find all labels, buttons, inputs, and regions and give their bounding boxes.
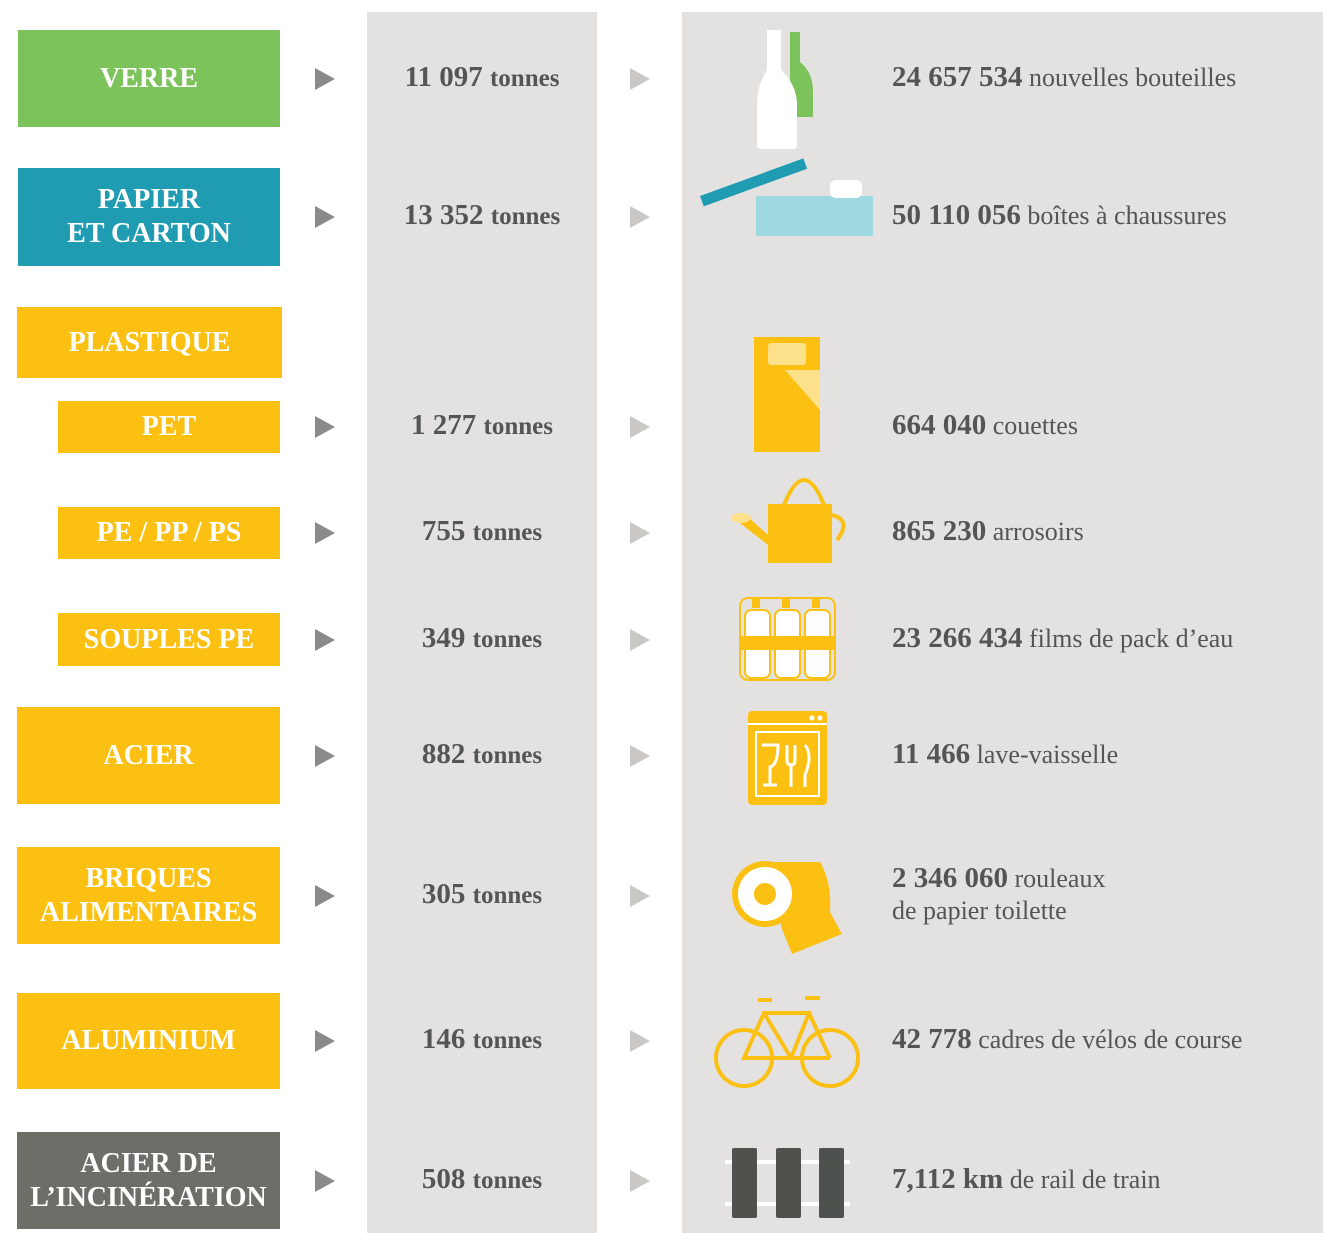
equivalent-label: de rail de train xyxy=(1009,1164,1161,1194)
category-box: SOUPLES PE xyxy=(58,613,280,666)
arrow xyxy=(315,884,335,907)
tonnage: 13 352 tonnes xyxy=(367,199,597,232)
toilet-roll-icon xyxy=(732,861,842,954)
equivalent: 2 346 060 rouleaux de papier toilette xyxy=(892,862,1105,927)
arrow xyxy=(315,1030,335,1052)
arrow xyxy=(315,744,335,767)
equivalent-value: 865 230 xyxy=(892,515,987,547)
tonnage-value: 305 xyxy=(421,877,466,910)
tonnage-unit: tonnes xyxy=(472,519,543,546)
tonnage: 146 tonnes xyxy=(367,1023,597,1056)
tonnage-unit: tonnes xyxy=(483,413,553,440)
tonnage-unit: tonnes xyxy=(472,1027,543,1054)
tonnage-value: 1 277 xyxy=(411,409,477,441)
tonnage-value: 508 xyxy=(421,1162,466,1195)
equivalent-label: films de pack d’eau xyxy=(1029,623,1234,653)
equivalent: 24 657 534 nouvelles bouteilles xyxy=(892,61,1236,94)
bike-icon xyxy=(714,996,860,1088)
category-box: ACIER DE L’INCINÉRATION xyxy=(17,1132,280,1229)
tonnage-unit: tonnes xyxy=(490,203,561,230)
tonnage-unit: tonnes xyxy=(472,1166,543,1194)
equivalent: 865 230 arrosoirs xyxy=(892,515,1084,548)
arrow xyxy=(630,1169,650,1192)
category-box: PE / PP / PS xyxy=(58,507,280,559)
equivalent: 11 466 lave-vaisselle xyxy=(892,738,1118,771)
equivalent: 7,112 km de rail de train xyxy=(892,1163,1161,1196)
equivalent-label: cadres de vélos de course xyxy=(978,1025,1243,1054)
equivalent: 50 110 056 boîtes à chaussures xyxy=(892,199,1227,232)
equivalent: 42 778 cadres de vélos de course xyxy=(892,1023,1242,1056)
tonnage: 11 097 tonnes xyxy=(367,61,597,94)
arrow xyxy=(630,206,650,228)
shoebox-icon xyxy=(700,158,873,236)
equivalent-label: rouleaux de papier toilette xyxy=(892,863,1106,925)
tonnage-value: 755 xyxy=(421,515,466,547)
equivalent-value: 11 466 xyxy=(892,737,971,770)
arrow xyxy=(315,628,335,651)
tonnage: 755 tonnes xyxy=(367,515,597,548)
equivalent: 664 040 couettes xyxy=(892,409,1078,442)
tonnage-value: 146 xyxy=(421,1023,466,1055)
arrow xyxy=(315,206,335,228)
category-box: ALUMINIUM xyxy=(17,993,280,1089)
equivalent-value: 664 040 xyxy=(892,409,987,441)
tonnage-unit: tonnes xyxy=(472,741,543,769)
equivalent-value: 2 346 060 xyxy=(892,861,1008,894)
tonnage: 882 tonnes xyxy=(367,738,597,771)
arrow xyxy=(315,1169,335,1192)
category-box: VERRE xyxy=(18,30,280,127)
tonnage-unit: tonnes xyxy=(489,64,560,92)
tonnage-unit: tonnes xyxy=(472,881,543,909)
category-box: PLASTIQUE xyxy=(17,307,282,378)
equivalent-value: 50 110 056 xyxy=(892,199,1021,231)
equivalent-label: lave-vaisselle xyxy=(976,739,1119,769)
equivalent: 23 266 434 films de pack d’eau xyxy=(892,622,1233,655)
category-box: BRIQUES ALIMENTAIRES xyxy=(17,847,280,944)
arrow xyxy=(315,416,335,438)
water-pack-icon xyxy=(739,597,836,681)
duvet-icon xyxy=(754,337,820,452)
tonnage: 349 tonnes xyxy=(367,622,597,655)
tonnage-value: 11 097 xyxy=(404,60,483,93)
equivalent-value: 7,112 km xyxy=(892,1162,1004,1195)
arrow xyxy=(630,884,650,907)
tonnage-unit: tonnes xyxy=(472,625,543,653)
equivalent-value: 24 657 534 xyxy=(892,60,1023,93)
arrow xyxy=(630,744,650,767)
equivalent-label: couettes xyxy=(992,411,1078,440)
category-box: ACIER xyxy=(17,707,280,804)
watering-can-icon xyxy=(731,478,846,563)
tonnage-value: 13 352 xyxy=(403,199,484,231)
category-box: PET xyxy=(58,401,280,453)
bottles-icon xyxy=(757,30,813,149)
arrow xyxy=(630,628,650,651)
equivalent-label: nouvelles bouteilles xyxy=(1029,62,1237,92)
tonnage-value: 882 xyxy=(421,737,466,770)
arrow xyxy=(630,67,650,90)
equivalent-label: boîtes à chaussures xyxy=(1027,201,1227,230)
arrow xyxy=(315,522,335,544)
tonnage: 1 277 tonnes xyxy=(367,409,597,442)
arrow xyxy=(315,67,335,90)
category-box: PAPIER ET CARTON xyxy=(18,168,280,266)
dishwasher-icon xyxy=(748,711,827,805)
rail-icon xyxy=(725,1148,850,1218)
tonnage-column xyxy=(367,12,597,1233)
arrow xyxy=(630,1030,650,1052)
equivalent-value: 23 266 434 xyxy=(892,621,1023,654)
tonnage-value: 349 xyxy=(421,621,466,654)
equivalent-value: 42 778 xyxy=(892,1023,972,1055)
tonnage: 508 tonnes xyxy=(367,1163,597,1196)
arrow xyxy=(630,522,650,544)
arrow xyxy=(630,416,650,438)
tonnage: 305 tonnes xyxy=(367,878,597,911)
equivalent-label: arrosoirs xyxy=(992,517,1084,546)
